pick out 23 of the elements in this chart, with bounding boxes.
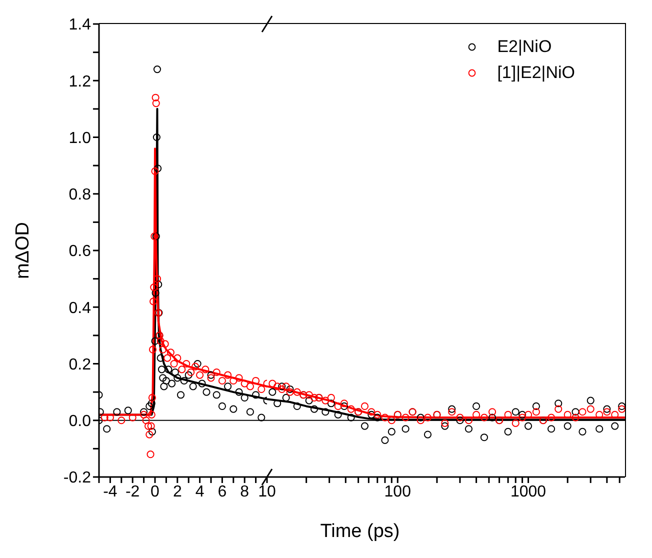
y-tick-label: 1.0 — [68, 130, 92, 147]
x-tick-label: -4 — [103, 483, 118, 500]
x-tick-label: 10 — [258, 483, 276, 500]
y-tick-label: 0.6 — [68, 243, 92, 260]
x-tick-label: 8 — [240, 483, 250, 500]
y-tick-label: 0.2 — [68, 356, 92, 374]
y-tick-label: 1.4 — [68, 16, 92, 34]
x-tick-label: -2 — [125, 483, 140, 500]
x-tick-label: 4 — [195, 483, 204, 500]
x-tick-label: 100 — [384, 483, 412, 500]
x-tick-label: 0 — [150, 483, 160, 500]
y-tick-label: 1.2 — [68, 73, 92, 90]
y-tick-label: 0.4 — [68, 300, 92, 317]
x-tick-label: 2 — [172, 483, 182, 500]
y-tick-label: 0.8 — [68, 186, 92, 204]
y-tick-label: 0.0 — [68, 413, 92, 430]
y-tick-label: -0.2 — [63, 470, 92, 487]
legend-label: E2|NiO — [497, 37, 552, 57]
legend-label: [1]|E2|NiO — [497, 63, 575, 83]
x-tick-label: 6 — [218, 483, 227, 500]
x-tick-label: 1000 — [510, 483, 546, 500]
x-axis-title: Time (ps) — [320, 521, 400, 542]
y-axis-title: mΔOD — [12, 222, 34, 280]
